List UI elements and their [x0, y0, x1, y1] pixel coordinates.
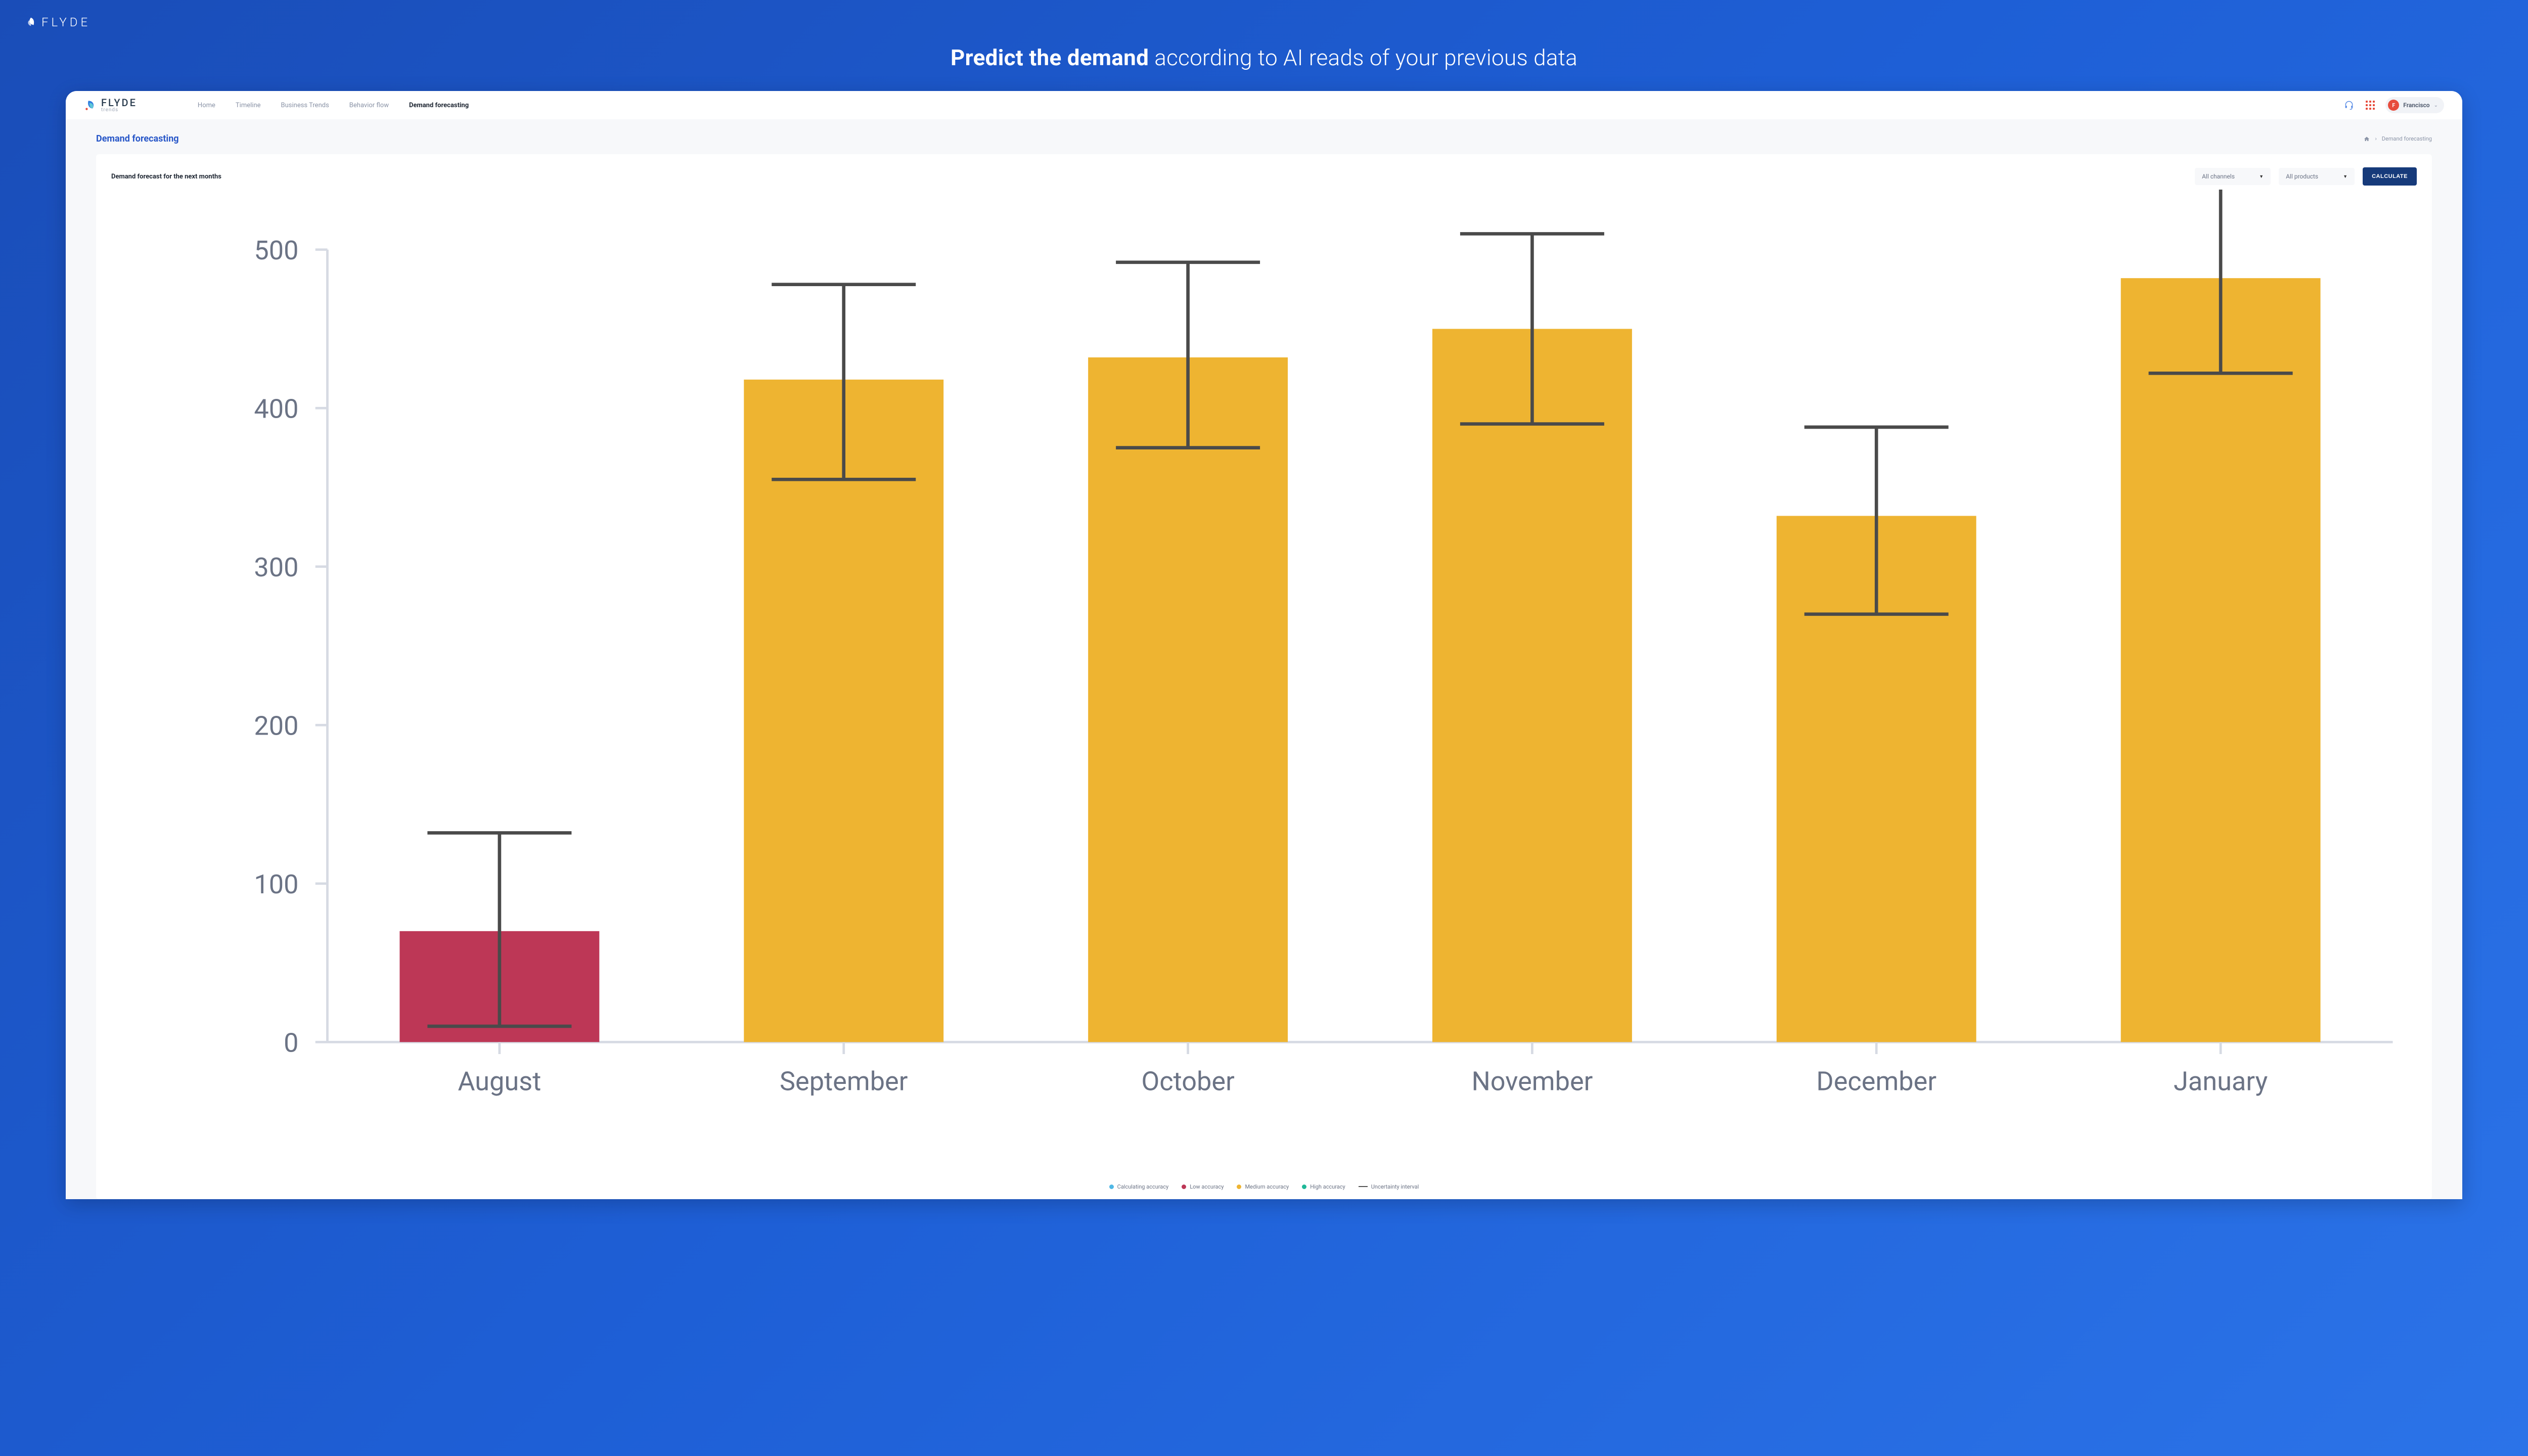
legend-label-low: Low accuracy	[1190, 1184, 1224, 1190]
chart-card-header: Demand forecast for the next months All …	[111, 167, 2417, 186]
app-logo-sub: trends	[101, 108, 137, 113]
avatar: F	[2388, 100, 2399, 111]
breadcrumb: › Demand forecasting	[2364, 135, 2432, 142]
legend-high: High accuracy	[1302, 1184, 1345, 1190]
svg-text:200: 200	[254, 710, 298, 741]
svg-text:November: November	[1471, 1066, 1593, 1097]
chart-card: Demand forecast for the next months All …	[96, 154, 2432, 1199]
products-dropdown-label: All products	[2286, 173, 2318, 180]
hero-title: Predict the demand according to AI reads…	[0, 39, 2528, 91]
legend-label-uncertainty: Uncertainty interval	[1371, 1184, 1419, 1190]
legend-low: Low accuracy	[1182, 1184, 1224, 1190]
page-heading-row: Demand forecasting › Demand forecasting	[96, 133, 2432, 144]
caret-down-icon: ▼	[2259, 174, 2264, 179]
nav-timeline[interactable]: Timeline	[236, 102, 261, 109]
legend-medium: Medium accuracy	[1237, 1184, 1289, 1190]
svg-text:400: 400	[254, 393, 298, 424]
nav-behavior-flow[interactable]: Behavior flow	[349, 102, 389, 109]
legend-label-calculating: Calculating accuracy	[1117, 1184, 1169, 1190]
outer-brand-logo: FLYDE	[25, 15, 91, 29]
legend-label-high: High accuracy	[1310, 1184, 1345, 1190]
chart-legend: Calculating accuracy Low accuracy Medium…	[111, 1184, 2417, 1190]
legend-dot-high	[1302, 1185, 1306, 1189]
legend-dot-low	[1182, 1185, 1186, 1189]
nav-home[interactable]: Home	[198, 102, 215, 109]
apps-grid-icon[interactable]	[2364, 99, 2376, 111]
svg-text:0: 0	[284, 1027, 298, 1058]
flyde-leaf-icon	[25, 17, 36, 28]
app-logo[interactable]: FLYDE trends	[84, 98, 137, 113]
app-logo-icon	[84, 99, 97, 112]
caret-down-icon: ▼	[2343, 174, 2348, 179]
legend-line-uncertainty	[1359, 1186, 1368, 1187]
page-title: Demand forecasting	[96, 133, 179, 144]
nav-business-trends[interactable]: Business Trends	[281, 102, 329, 109]
legend-uncertainty: Uncertainty interval	[1359, 1184, 1419, 1190]
svg-text:December: December	[1816, 1066, 1936, 1097]
user-name: Francisco	[2403, 102, 2429, 109]
calculate-button[interactable]: CALCULATE	[2363, 167, 2417, 186]
support-icon[interactable]	[2343, 99, 2355, 111]
svg-text:100: 100	[254, 869, 298, 900]
products-dropdown[interactable]: All products ▼	[2279, 168, 2355, 185]
legend-dot-calculating	[1109, 1185, 1114, 1189]
demand-bar-chart: 0 100 200 300 400 500 August September October No…	[111, 190, 2417, 1174]
user-menu[interactable]: F Francisco ⌄	[2385, 97, 2444, 113]
app-header: FLYDE trends Home Timeline Business Tren…	[66, 91, 2462, 119]
chart-area: 0 100 200 300 400 500 August September October No…	[111, 190, 2417, 1176]
hero-title-bold: Predict the demand	[951, 44, 1149, 71]
legend-dot-medium	[1237, 1185, 1241, 1189]
breadcrumb-sep: ›	[2375, 135, 2376, 142]
chart-controls: All channels ▼ All products ▼ CALCULATE	[2195, 167, 2417, 186]
svg-text:September: September	[780, 1066, 908, 1097]
hero-title-rest: according to AI reads of your previous d…	[1149, 44, 1577, 71]
legend-calculating: Calculating accuracy	[1109, 1184, 1169, 1190]
outer-header: FLYDE	[0, 0, 2528, 39]
app-window: FLYDE trends Home Timeline Business Tren…	[66, 91, 2462, 1199]
channels-dropdown-label: All channels	[2202, 173, 2235, 180]
chevron-down-icon: ⌄	[2434, 103, 2438, 108]
page-body: Demand forecasting › Demand forecasting …	[66, 119, 2462, 1199]
svg-text:300: 300	[254, 552, 298, 583]
home-icon[interactable]	[2364, 136, 2370, 142]
chart-title: Demand forecast for the next months	[111, 173, 221, 180]
svg-text:October: October	[1141, 1066, 1234, 1097]
svg-text:August: August	[458, 1066, 541, 1097]
nav-demand-forecasting[interactable]: Demand forecasting	[409, 102, 469, 109]
breadcrumb-current: Demand forecasting	[2382, 135, 2432, 142]
svg-text:500: 500	[254, 235, 298, 266]
channels-dropdown[interactable]: All channels ▼	[2195, 168, 2271, 185]
header-actions: F Francisco ⌄	[2343, 97, 2444, 113]
app-logo-main: FLYDE	[101, 98, 137, 108]
legend-label-medium: Medium accuracy	[1245, 1184, 1289, 1190]
svg-text:January: January	[2174, 1066, 2268, 1097]
main-nav: Home Timeline Business Trends Behavior f…	[198, 102, 2328, 109]
outer-brand-text: FLYDE	[41, 15, 91, 29]
